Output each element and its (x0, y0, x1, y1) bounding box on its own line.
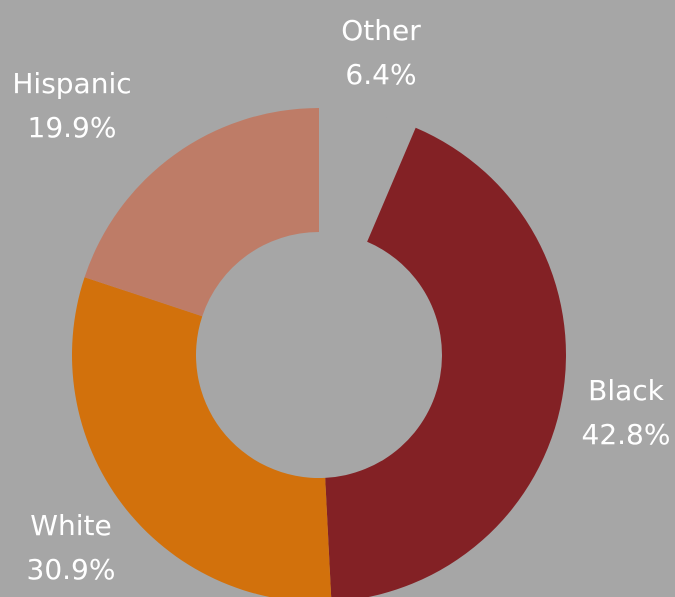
slice-label-hispanic: Hispanic (12, 67, 131, 100)
slice-hispanic (84, 108, 320, 317)
slice-other (319, 108, 416, 242)
slice-value-other: 6.4% (345, 58, 416, 91)
chart-labels: Other 6.4% Black 42.8% White 30.9% Hispanic 19.… (12, 14, 670, 586)
slice-label-white: White (30, 509, 111, 542)
slice-label-other: Other (341, 14, 421, 47)
chart-slices (72, 108, 566, 597)
slice-value-black: 42.8% (582, 418, 671, 451)
slice-label-black: Black (588, 374, 665, 407)
slice-value-white: 30.9% (27, 553, 116, 586)
slice-black (325, 127, 566, 597)
slice-value-hispanic: 19.9% (28, 111, 117, 144)
slice-white (72, 277, 332, 597)
